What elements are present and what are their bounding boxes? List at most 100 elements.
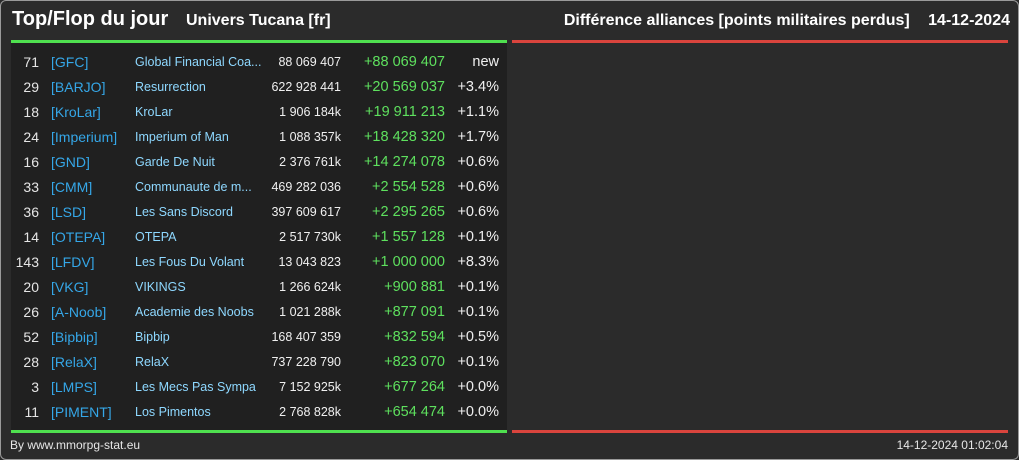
alliance-tag[interactable]: [LMPS] [51, 379, 97, 395]
rank: 11 [24, 404, 39, 420]
alliance-name[interactable]: Les Mecs Pas Sympa [135, 380, 256, 394]
rank: 52 [23, 329, 39, 345]
points-value: 2 768 828k [279, 405, 341, 419]
alliance-tag[interactable]: [GFC] [51, 54, 89, 70]
table-row: 11 [PIMENT] Los Pimentos 2 768 828k +654 474… [11, 400, 507, 425]
delta-value: +832 594 [384, 329, 445, 345]
alliance-name[interactable]: VIKINGS [135, 280, 186, 294]
rank: 71 [23, 54, 39, 70]
alliance-name[interactable]: OTEPA [135, 230, 177, 244]
table-row: 16 [GND] Garde De Nuit 2 376 761k +14 274 07… [11, 150, 507, 175]
percent-change: +8.3% [457, 254, 499, 270]
rank: 3 [31, 379, 39, 395]
alliance-name[interactable]: Los Pimentos [135, 405, 211, 419]
table-row: 143 [LFDV] Les Fous Du Volant 13 043 823 +1 … [11, 250, 507, 275]
alliance-name[interactable]: Resurrection [135, 80, 206, 94]
points-value: 622 928 441 [271, 80, 341, 94]
alliance-tag[interactable]: [LFDV] [51, 254, 95, 270]
points-value: 2 376 761k [279, 155, 341, 169]
alliance-name[interactable]: Academie des Noobs [135, 305, 254, 319]
table-row: 24 [Imperium] Imperium of Man 1 088 357k +18… [11, 125, 507, 150]
percent-change: +0.1% [457, 304, 499, 320]
header-date: 14-12-2024 [928, 12, 1010, 29]
rank: 24 [23, 129, 39, 145]
table-row: 28 [RelaX] RelaX 737 228 790 +823 070 +0.1% [11, 350, 507, 375]
alliance-name[interactable]: Les Sans Discord [135, 205, 233, 219]
points-value: 1 906 184k [279, 105, 341, 119]
rank: 26 [23, 304, 39, 320]
points-value: 7 152 925k [279, 380, 341, 394]
alliance-tag[interactable]: [KroLar] [51, 104, 101, 120]
alliance-tag[interactable]: [A-Noob] [51, 304, 107, 320]
alliance-tag[interactable]: [PIMENT] [51, 404, 112, 420]
points-value: 168 407 359 [271, 330, 341, 344]
delta-value: +88 069 407 [363, 54, 445, 70]
alliance-name[interactable]: Communaute de m... [135, 180, 252, 194]
alliance-tag[interactable]: [LSD] [51, 204, 87, 220]
table-row: 18 [KroLar] KroLar 1 906 184k +19 911 213 +1.… [11, 100, 507, 125]
percent-change: +0.6% [457, 154, 499, 170]
universe-label: Univers Tucana [fr] [186, 12, 331, 29]
alliance-tag[interactable]: [CMM] [51, 179, 93, 195]
table-row: 26 [A-Noob] Academie des Noobs 1 021 288k +8… [11, 300, 507, 325]
alliance-name[interactable]: Imperium of Man [135, 130, 229, 144]
delta-value: +654 474 [384, 404, 445, 420]
delta-value: +20 569 037 [363, 79, 445, 95]
percent-change: +0.6% [457, 204, 499, 220]
points-value: 469 282 036 [271, 180, 341, 194]
rank: 16 [23, 154, 39, 170]
ranking-label: Différence alliances [points militaires … [563, 12, 910, 29]
delta-value: +877 091 [384, 304, 445, 320]
table-row: 36 [LSD] Les Sans Discord 397 609 617 +2 295… [11, 200, 507, 225]
alliance-name[interactable]: Global Financial Coa... [135, 55, 262, 69]
points-value: 397 609 617 [271, 205, 341, 219]
rank: 18 [23, 104, 39, 120]
alliance-tag[interactable]: [RelaX] [51, 354, 97, 370]
points-value: 1 021 288k [279, 305, 341, 319]
table-row: 3 [LMPS] Les Mecs Pas Sympa 7 152 925k +677 … [11, 375, 507, 400]
table-row: 29 [BARJO] Resurrection 622 928 441 +20 569 … [11, 75, 507, 100]
alliance-name[interactable]: RelaX [135, 355, 170, 369]
percent-change: +0.0% [457, 379, 499, 395]
points-value: 13 043 823 [278, 255, 341, 269]
rank: 14 [23, 229, 39, 245]
table-row: 52 [Bipbip] Bipbip 168 407 359 +832 594 +0.5% [11, 325, 507, 350]
source-credit: By www.mmorpg-stat.eu [10, 438, 141, 452]
rank: 20 [23, 279, 39, 295]
delta-value: +1 557 128 [372, 229, 445, 245]
points-value: 2 517 730k [279, 230, 341, 244]
alliance-tag[interactable]: [GND] [51, 154, 90, 170]
percent-change: +3.4% [457, 79, 499, 95]
percent-change: +0.1% [457, 354, 499, 370]
alliance-tag[interactable]: [Imperium] [51, 129, 118, 145]
flop-panel [512, 40, 1008, 433]
percent-change: +1.1% [457, 104, 499, 120]
points-value: 88 069 407 [278, 55, 341, 69]
alliance-tag[interactable]: [OTEPA] [51, 229, 106, 245]
alliance-tag[interactable]: [Bipbip] [51, 329, 98, 345]
header: Top/Flop du jour Univers Tucana [fr] Dif… [10, 6, 1010, 36]
rank: 28 [23, 354, 39, 370]
percent-change: +0.1% [457, 279, 499, 295]
delta-value: +677 264 [384, 379, 445, 395]
delta-value: +19 911 213 [365, 104, 445, 120]
alliance-name[interactable]: Garde De Nuit [135, 155, 215, 169]
alliance-tag[interactable]: [VKG] [51, 279, 89, 295]
delta-value: +14 274 078 [363, 154, 445, 170]
rank: 36 [23, 204, 39, 220]
alliance-name[interactable]: KroLar [135, 105, 173, 119]
rank: 33 [23, 179, 39, 195]
alliance-name[interactable]: Bipbip [135, 330, 170, 344]
page-title: Top/Flop du jour [12, 8, 169, 30]
generated-timestamp: 14-12-2024 01:02:04 [896, 438, 1008, 452]
top-panel: 71 [GFC] Global Financial Coa... 88 069 407… [11, 40, 507, 433]
alliance-tag[interactable]: [BARJO] [51, 79, 106, 95]
percent-change: +1.7% [457, 129, 499, 145]
alliance-name[interactable]: Les Fous Du Volant [135, 255, 245, 269]
delta-value: +2 295 265 [372, 204, 445, 220]
percent-change: +0.5% [457, 329, 499, 345]
points-value: 1 088 357k [279, 130, 341, 144]
delta-value: +900 881 [384, 279, 445, 295]
ranking-header: Différence alliances [points militaires … [564, 12, 1010, 30]
table-row: 71 [GFC] Global Financial Coa... 88 069 407… [11, 50, 507, 75]
